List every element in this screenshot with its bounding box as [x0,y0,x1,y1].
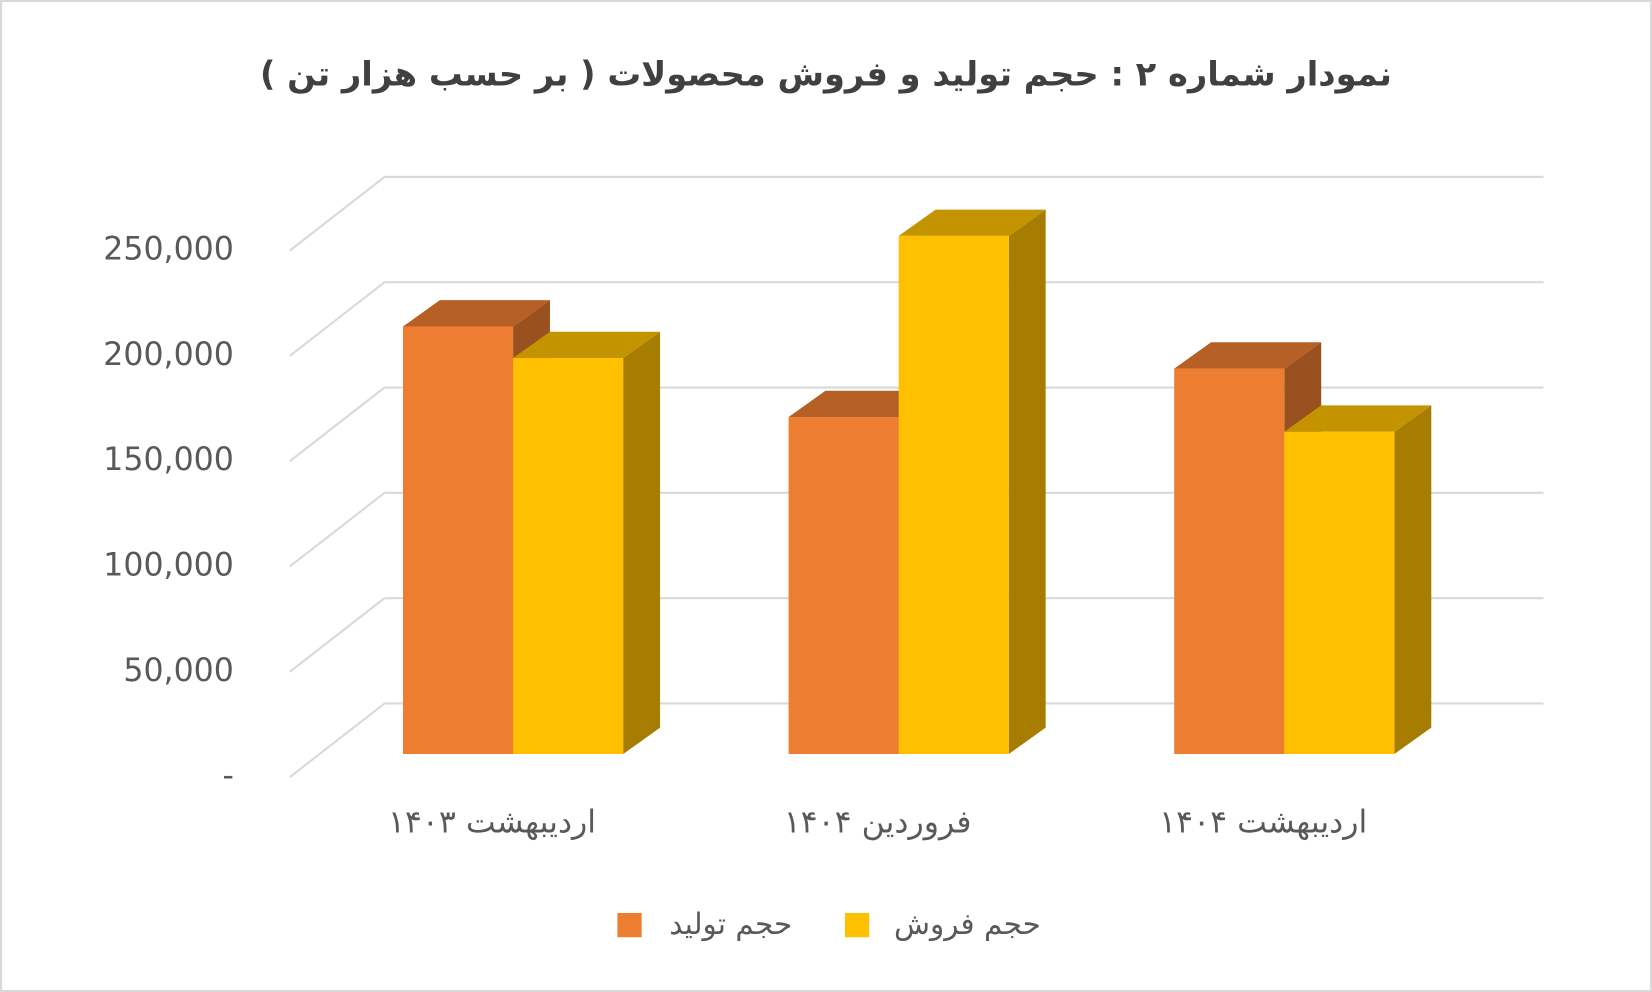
bar [1284,431,1395,755]
bar [1174,368,1285,755]
y-tick-label: 50,000 [123,653,234,689]
bar-side [623,331,661,755]
bar [513,358,624,755]
y-tick-label: 100,000 [103,548,234,584]
x-tick-label: اردیبهشت ۱۴۰۳ [388,805,596,841]
chart-title: نمودار شماره ۲ : حجم تولید و فروش محصولا… [260,54,1392,94]
bar [402,326,514,755]
bar-side [1394,405,1432,755]
grid-line-side [289,386,386,463]
legend-label: حجم تولید [669,907,792,942]
legend-label: حجم فروش [894,907,1041,942]
y-tick-label: 200,000 [103,337,234,373]
grid-line-side [289,176,386,252]
bar-top [402,300,550,327]
bar-top [1284,405,1432,432]
bar-side [1008,209,1046,755]
grid-line-side [289,492,386,568]
legend-swatch [617,913,642,938]
y-tick-label: 250,000 [103,232,234,268]
y-tick-label: - [222,758,233,794]
grid-line-side [289,702,386,779]
bar-top [513,331,661,359]
x-tick-label: اردیبهشت ۱۴۰۴ [1159,805,1367,841]
bar-top [1174,342,1322,369]
grid-line-side [289,597,386,673]
x-tick-label: فروردین ۱۴۰۴ [784,805,972,841]
bar [898,235,1009,755]
bar-top [898,209,1046,236]
bar [788,417,899,755]
y-tick-label: 150,000 [103,442,234,478]
grid-line-side [289,281,386,357]
legend-swatch [844,913,870,938]
